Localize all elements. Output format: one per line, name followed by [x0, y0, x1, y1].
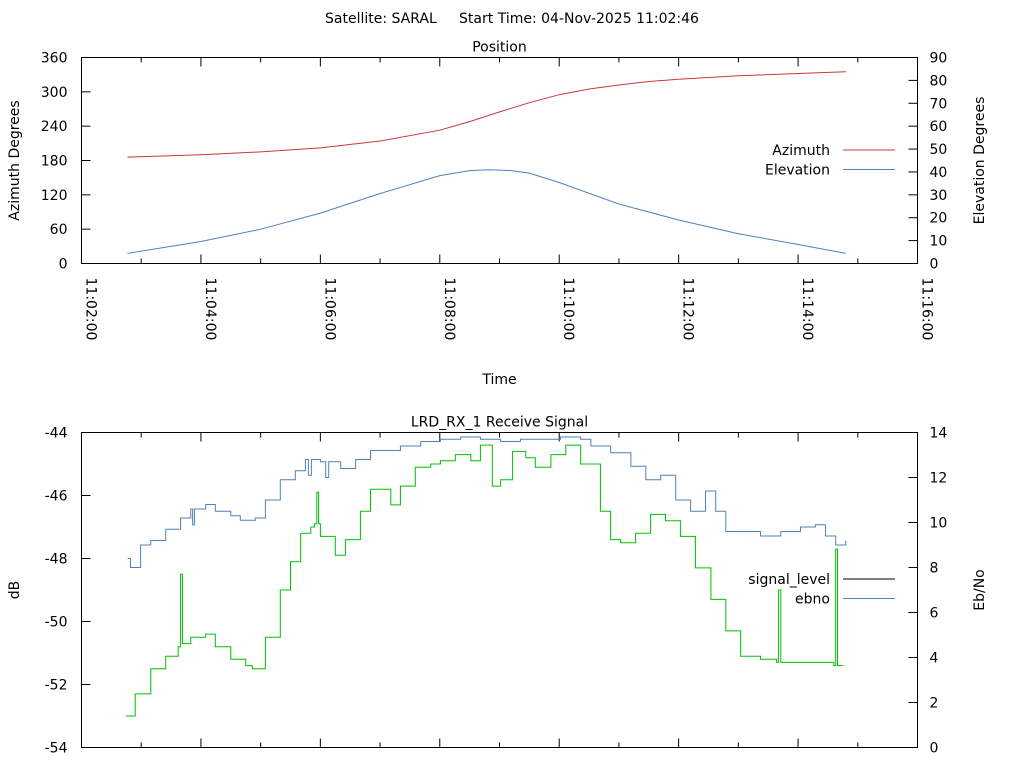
y2-tick-label: 30: [930, 188, 948, 204]
y2-tick-label: 80: [930, 73, 948, 89]
y-tick-label: 60: [50, 222, 68, 238]
y-tick-label: -50: [45, 615, 68, 631]
plot-frame: [81, 57, 918, 264]
series-line-ebno: [127, 436, 847, 568]
y-tick-label: 240: [41, 119, 68, 135]
legend-label: signal_level: [748, 572, 830, 588]
series-line-signal-level: [125, 444, 844, 717]
x-tick-label: 11:16:00: [919, 278, 935, 341]
x-tick-label: 11:04:00: [202, 278, 218, 341]
series-line-azimuth: [127, 71, 846, 158]
x-axis-label: Time: [481, 372, 516, 388]
y-tick-label: -52: [45, 678, 68, 694]
y-tick-label: -44: [45, 426, 68, 442]
y2-tick-label: 20: [930, 211, 948, 227]
legend-label: ebno: [795, 592, 830, 608]
x-tick-label: 11:14:00: [799, 278, 815, 341]
y-tick-label: 360: [41, 51, 68, 67]
series-line-elevation: [127, 169, 846, 254]
y2-axis-label: Elevation Degrees: [972, 97, 988, 225]
position-chart: Position 11:02:00 11:04:00 11:06:00 11:08:00…: [7, 40, 988, 389]
plot-frame: [81, 432, 918, 748]
y2-tick-label: 90: [930, 51, 948, 67]
x-tick-label: 11:08:00: [441, 278, 457, 341]
y2-tick-label: 14: [930, 426, 948, 442]
y2-tick-label: 8: [930, 561, 939, 577]
receive-signal-chart: LRD_RX_1 Receive Signal -54 -52 -50 -48 -46 -4…: [7, 415, 988, 757]
y2-tick-label: 6: [930, 606, 939, 622]
y2-tick-label: 4: [930, 651, 939, 667]
y2-tick-label: 0: [930, 257, 939, 273]
y-tick-label: -46: [45, 489, 68, 505]
y2-tick-label: 0: [930, 741, 939, 757]
y2-tick-label: 70: [930, 96, 948, 112]
x-tick-label: 11:10:00: [560, 278, 576, 341]
y-tick-label: -54: [45, 741, 68, 757]
y-tick-label: -48: [45, 552, 68, 568]
y2-tick-label: 50: [930, 142, 948, 158]
y2-tick-label: 60: [930, 119, 948, 135]
x-tick-label: 11:02:00: [83, 278, 99, 341]
y-axis-label: Azimuth Degrees: [7, 100, 23, 220]
y-tick-label: 180: [41, 154, 68, 170]
chart-title: LRD_RX_1 Receive Signal: [411, 415, 588, 431]
y2-tick-label: 40: [930, 165, 948, 181]
y2-tick-label: 12: [930, 471, 948, 487]
y2-tick-label: 10: [930, 234, 948, 250]
y2-tick-label: 10: [930, 516, 948, 532]
legend-label: Elevation: [765, 163, 830, 179]
y2-tick-label: 2: [930, 696, 939, 712]
legend-label: Azimuth: [772, 143, 830, 159]
chart-title: Position: [472, 40, 527, 56]
figure-suptitle: Satellite: SARAL Start Time: 04-Nov-2025…: [325, 11, 699, 27]
x-tick-label: 11:12:00: [680, 278, 696, 341]
y-tick-label: 0: [59, 257, 68, 273]
y-axis-label: dB: [7, 581, 23, 600]
y-tick-label: 120: [41, 188, 68, 204]
y2-axis-label: Eb/No: [972, 569, 988, 611]
y-tick-label: 300: [41, 85, 68, 101]
x-tick-label: 11:06:00: [321, 278, 337, 341]
